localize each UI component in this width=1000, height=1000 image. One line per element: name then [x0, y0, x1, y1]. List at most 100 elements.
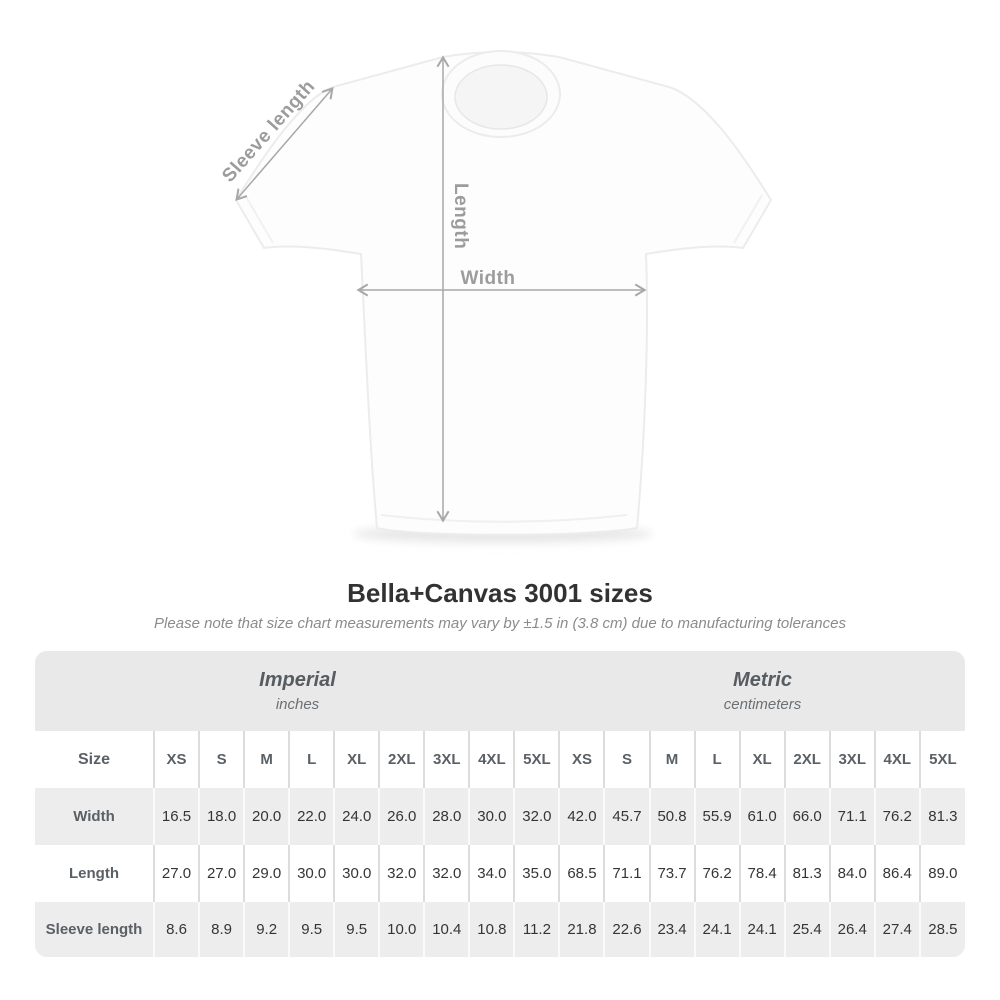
size-header-metric: L — [693, 731, 740, 788]
value-imperial: 11.2 — [513, 902, 560, 957]
value-metric: 55.9 — [693, 788, 740, 845]
size-header-imperial: 5XL — [513, 731, 560, 788]
value-imperial: 24.0 — [333, 788, 380, 845]
value-metric: 28.5 — [918, 902, 965, 957]
metric-header: Metric — [733, 669, 792, 691]
sleeve-length-arrow — [235, 87, 334, 201]
size-header-metric: 2XL — [783, 731, 830, 788]
width-label: Width — [460, 268, 515, 289]
length-label: Length — [450, 183, 471, 249]
tshirt-measurement-diagram: Sleeve length Length Width — [218, 50, 772, 543]
imperial-header-group: Imperial inches — [35, 651, 560, 731]
value-imperial: 30.0 — [468, 788, 515, 845]
value-metric: 81.3 — [918, 788, 965, 845]
value-imperial: 9.5 — [333, 902, 380, 957]
size-header-imperial: 3XL — [423, 731, 470, 788]
imperial-header: Imperial — [259, 669, 336, 691]
measurement-row: Width 16.5 18.0 20.0 22.0 24.0 26.0 28.0 30.0 32.… — [35, 788, 965, 845]
value-metric: 26.4 — [828, 902, 875, 957]
bottom-hem-seam — [380, 514, 628, 523]
value-imperial: 22.0 — [288, 788, 335, 845]
value-metric: 66.0 — [783, 788, 830, 845]
size-header-imperial: XS — [152, 731, 200, 788]
value-metric: 22.6 — [603, 902, 650, 957]
value-metric: 45.7 — [603, 788, 650, 845]
value-imperial: 10.8 — [468, 902, 515, 957]
page-title: Bella+Canvas 3001 sizes — [347, 578, 653, 608]
value-metric: 76.2 — [873, 788, 920, 845]
value-imperial: 30.0 — [288, 845, 335, 902]
measurement-row: Sleeve length 8.6 8.9 9.2 9.5 9.5 10.0 10.4 10.8… — [35, 902, 965, 957]
value-metric: 86.4 — [873, 845, 920, 902]
value-imperial: 32.0 — [423, 845, 470, 902]
value-imperial: 20.0 — [243, 788, 290, 845]
right-cuff-seam — [733, 194, 763, 244]
value-metric: 42.0 — [558, 788, 605, 845]
value-metric: 21.8 — [558, 902, 605, 957]
size-header-imperial: M — [243, 731, 290, 788]
value-metric: 84.0 — [828, 845, 875, 902]
value-imperial: 34.0 — [468, 845, 515, 902]
size-header-imperial: L — [288, 731, 335, 788]
value-metric: 81.3 — [783, 845, 830, 902]
measurement-row: Length 27.0 27.0 29.0 30.0 30.0 32.0 32.0 34.0 35… — [35, 845, 965, 902]
value-imperial: 8.9 — [198, 902, 245, 957]
size-measurements-table: Size XS S M L XL 2XL 3XL 4XL 5XL XS S M L XL 2XL 3XL 4XL 5… — [35, 731, 965, 957]
metric-unit: centimeters — [723, 696, 802, 713]
size-header-imperial: 2XL — [378, 731, 425, 788]
value-metric: 24.1 — [738, 902, 785, 957]
value-imperial: 10.0 — [378, 902, 425, 957]
size-header-metric: 4XL — [873, 731, 920, 788]
value-imperial: 35.0 — [513, 845, 560, 902]
size-table: Imperial inches Metric centimeters Size X… — [35, 651, 965, 957]
value-metric: 61.0 — [738, 788, 785, 845]
value-imperial: 9.5 — [288, 902, 335, 957]
value-metric: 76.2 — [693, 845, 740, 902]
value-imperial: 9.2 — [243, 902, 290, 957]
size-header-metric: XS — [558, 731, 605, 788]
value-imperial: 29.0 — [243, 845, 290, 902]
metric-header-group: Metric centimeters — [560, 651, 965, 731]
size-header-row: Size XS S M L XL 2XL 3XL 4XL 5XL XS S M L XL 2XL 3XL 4XL 5… — [35, 731, 965, 788]
value-imperial: 32.0 — [513, 788, 560, 845]
size-header-metric: M — [648, 731, 695, 788]
measurement-label: Width — [35, 788, 154, 845]
value-imperial: 8.6 — [152, 902, 200, 957]
value-imperial: 27.0 — [152, 845, 200, 902]
value-metric: 73.7 — [648, 845, 695, 902]
value-metric: 50.8 — [648, 788, 695, 845]
size-table-body: Width 16.5 18.0 20.0 22.0 24.0 26.0 28.0 30.0 32.… — [35, 788, 965, 957]
value-metric: 25.4 — [783, 902, 830, 957]
measurement-label: Length — [35, 845, 154, 902]
value-metric: 24.1 — [693, 902, 740, 957]
collar-opening — [454, 64, 548, 130]
value-imperial: 32.0 — [378, 845, 425, 902]
value-metric: 71.1 — [603, 845, 650, 902]
value-imperial: 10.4 — [423, 902, 470, 957]
measurement-label: Sleeve length — [35, 902, 154, 957]
size-column-header: Size — [35, 731, 154, 788]
value-imperial: 18.0 — [198, 788, 245, 845]
value-metric: 71.1 — [828, 788, 875, 845]
size-header-metric: XL — [738, 731, 785, 788]
imperial-unit: inches — [275, 696, 320, 713]
value-metric: 78.4 — [738, 845, 785, 902]
value-imperial: 27.0 — [198, 845, 245, 902]
value-metric: 27.4 — [873, 902, 920, 957]
size-header-metric: S — [603, 731, 650, 788]
left-cuff-seam — [244, 194, 274, 244]
size-header-imperial: XL — [333, 731, 380, 788]
value-imperial: 26.0 — [378, 788, 425, 845]
size-header-metric: 3XL — [828, 731, 875, 788]
value-imperial: 16.5 — [152, 788, 200, 845]
unit-header-band: Imperial inches Metric centimeters — [35, 651, 965, 731]
size-header-imperial: 4XL — [468, 731, 515, 788]
value-imperial: 28.0 — [423, 788, 470, 845]
size-header-metric: 5XL — [918, 731, 965, 788]
value-imperial: 30.0 — [333, 845, 380, 902]
value-metric: 89.0 — [918, 845, 965, 902]
size-header-imperial: S — [198, 731, 245, 788]
value-metric: 23.4 — [648, 902, 695, 957]
value-metric: 68.5 — [558, 845, 605, 902]
